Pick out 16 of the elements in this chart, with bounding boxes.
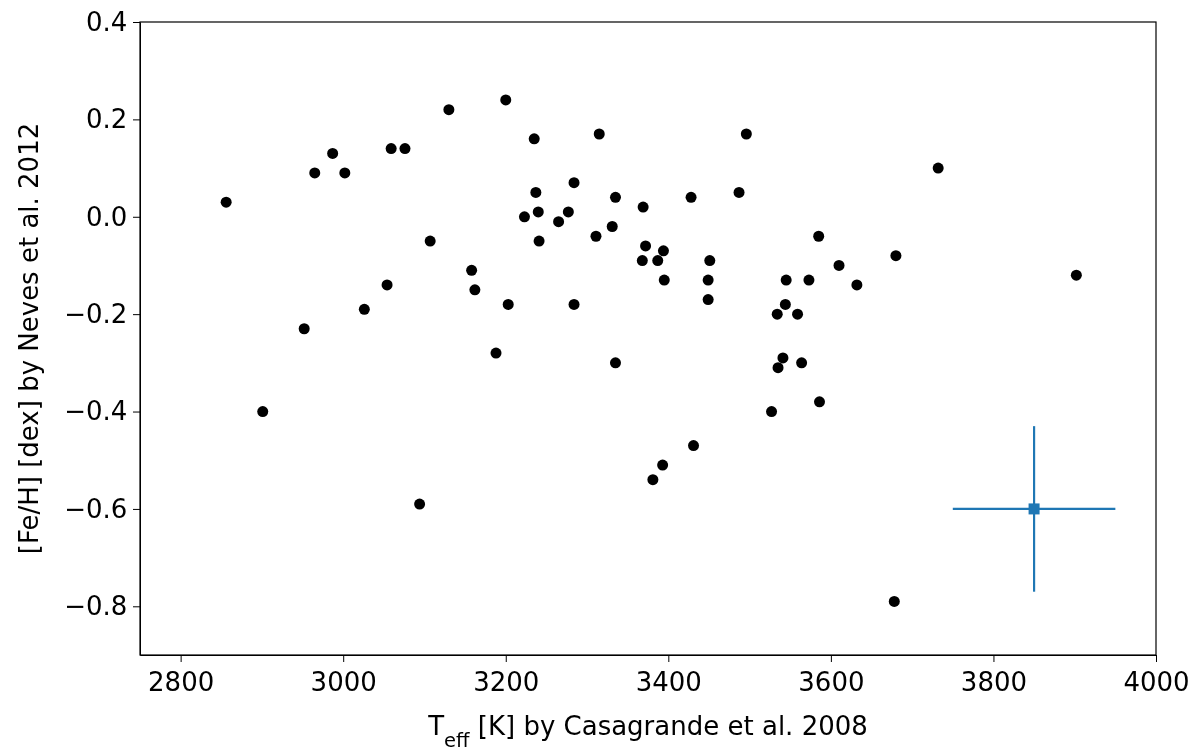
- y-tick-label: 0.0: [86, 201, 128, 232]
- y-tick-label: −0.8: [64, 591, 128, 622]
- x-tick-label: 4000: [1123, 667, 1190, 697]
- y-tick-label: −0.2: [64, 298, 128, 329]
- x-tick-label: 3200: [473, 667, 540, 697]
- y-axis-title: [Fe/H] [dex] by Neves et al. 2012: [14, 122, 44, 555]
- x-tick-label: 3400: [635, 667, 702, 697]
- x-tick-label: 3600: [798, 667, 865, 697]
- y-tick-label: 0.2: [86, 104, 128, 135]
- x-tick-label: 3800: [960, 667, 1028, 697]
- x-axis-title: T$_{eff}$ [K] by Casagrande et al. 2008: [427, 711, 868, 750]
- x-tick-label: 2800: [148, 667, 215, 697]
- y-tick-label: −0.4: [64, 396, 128, 427]
- y-tick-label: −0.6: [64, 493, 128, 524]
- y-tick-label: 0.4: [86, 6, 128, 37]
- x-tick-label: 3000: [310, 667, 377, 697]
